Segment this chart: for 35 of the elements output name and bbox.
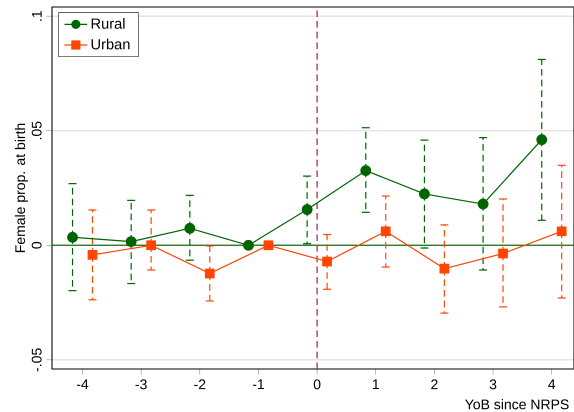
x-tick-label: 0 bbox=[314, 379, 320, 390]
point bbox=[380, 226, 391, 236]
point bbox=[478, 198, 488, 210]
x-tick-label: 1 bbox=[372, 379, 379, 390]
point bbox=[498, 248, 508, 258]
point bbox=[360, 165, 372, 176]
x-axis-title: YoB since NRPS bbox=[465, 399, 569, 410]
point bbox=[419, 188, 430, 200]
point bbox=[243, 240, 254, 251]
point bbox=[88, 250, 98, 260]
legend-label: Urban bbox=[92, 38, 130, 50]
x-tick-label: -4 bbox=[76, 379, 88, 390]
y-tick-label: 0 bbox=[32, 242, 42, 249]
point bbox=[536, 134, 548, 146]
legend-label: Rural bbox=[92, 18, 125, 29]
point bbox=[67, 232, 78, 243]
y-axis-title: Female prop. at birth bbox=[14, 124, 28, 252]
y-tick-label: .1 bbox=[32, 11, 42, 21]
point bbox=[302, 204, 313, 215]
x-tick-label: -2 bbox=[194, 379, 206, 390]
point bbox=[126, 236, 137, 248]
x-tick-label: 2 bbox=[431, 379, 438, 390]
x-tick-label: -3 bbox=[136, 379, 147, 390]
point bbox=[556, 226, 567, 236]
x-tick-label: -1 bbox=[252, 379, 264, 390]
point bbox=[204, 268, 215, 278]
point bbox=[184, 222, 196, 234]
y-tick-label: -.05 bbox=[32, 348, 42, 372]
y-tick-label: .05 bbox=[32, 122, 42, 140]
point bbox=[264, 240, 274, 250]
point bbox=[322, 256, 332, 266]
x-tick-label: 4 bbox=[548, 379, 556, 390]
x-tick-label: 3 bbox=[490, 379, 496, 390]
point bbox=[146, 240, 156, 250]
point bbox=[440, 264, 450, 274]
